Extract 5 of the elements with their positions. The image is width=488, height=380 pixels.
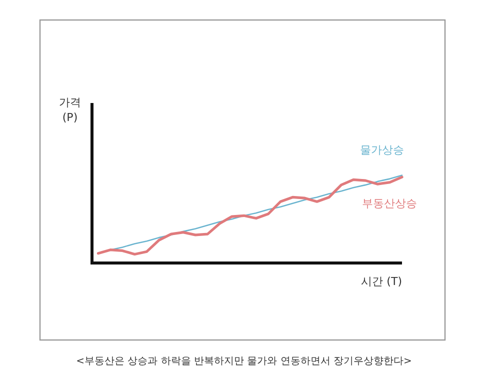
- series-label: 부동산상승: [362, 197, 417, 210]
- x-axis-title: 시간 (T): [361, 275, 402, 288]
- series-label: 물가상승: [360, 143, 404, 156]
- text: <부동산은 상승과 하락을 반복하지만 물가와 연동하면서 장기우상향한다>: [76, 356, 412, 367]
- y-axis-title: 가격 (P): [59, 96, 81, 124]
